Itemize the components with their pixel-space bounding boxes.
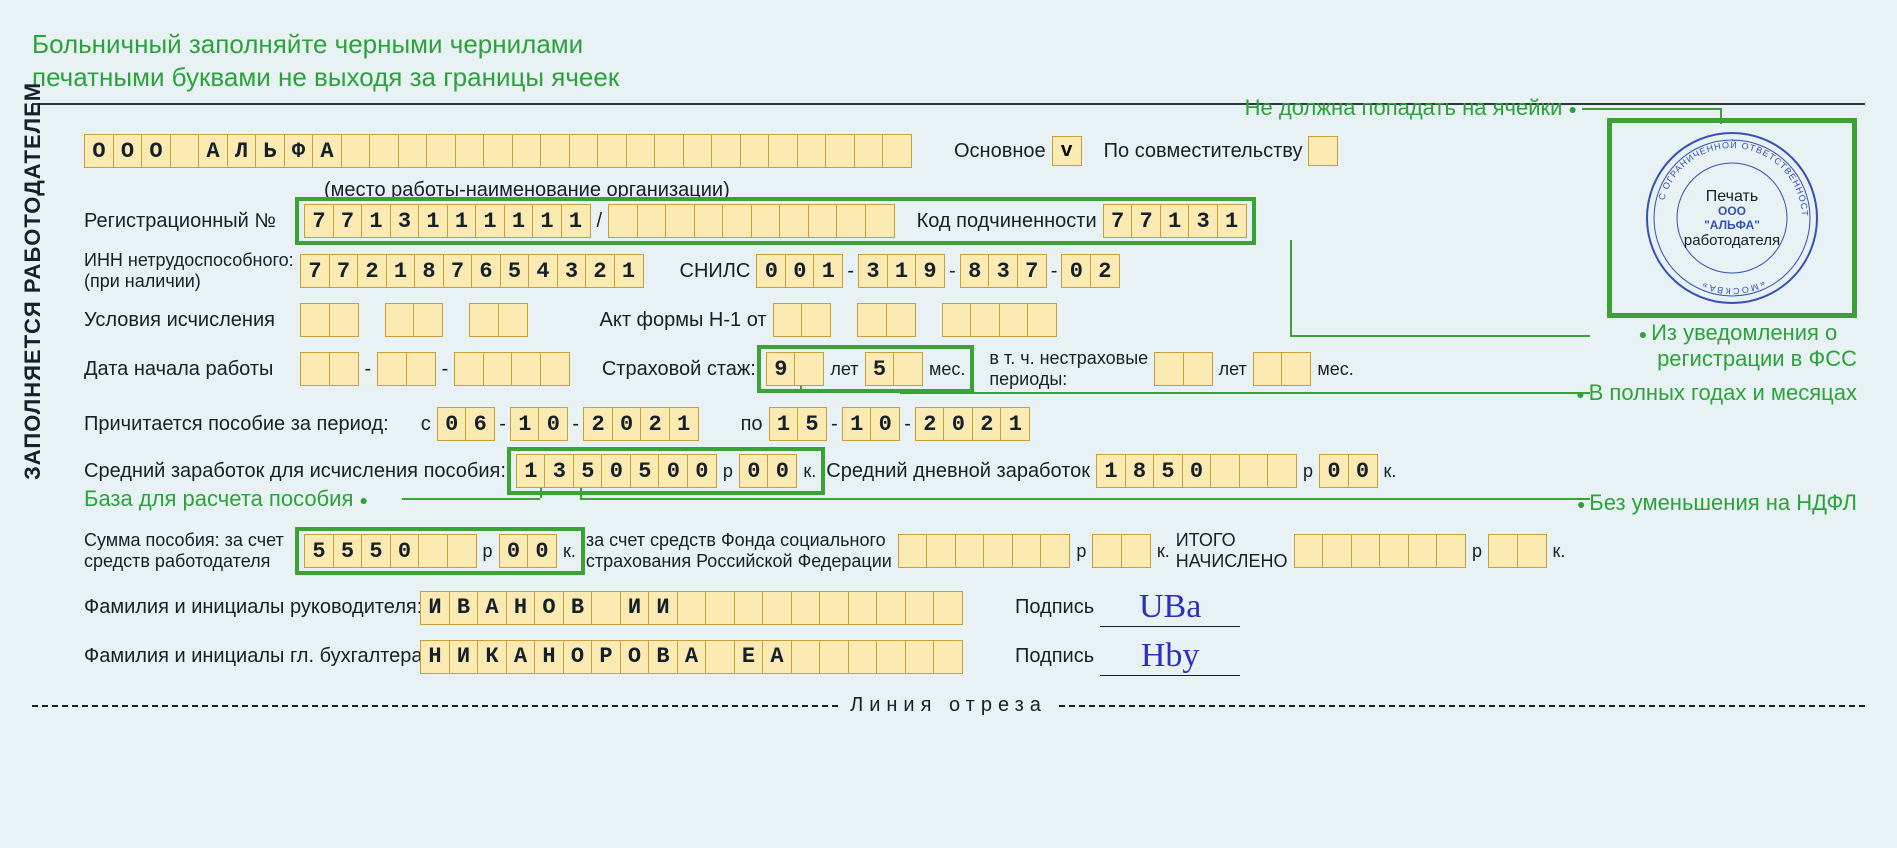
sum-emp-highlight: 5550 р 00 к. — [300, 532, 580, 570]
reg-no-highlight: 7713111111 / Код подчиненности 77131 — [300, 202, 1251, 240]
label-inn-1: ИНН нетрудоспособного: — [84, 250, 294, 270]
cut-line-label: Линия отреза — [850, 694, 1047, 717]
form-page: Больничный заполняйте черными чернилами … — [0, 0, 1897, 848]
reg-ext-cells[interactable] — [608, 204, 895, 238]
daily-kop[interactable]: 00 — [1319, 454, 1378, 488]
act-m[interactable] — [857, 303, 916, 337]
annot-line — [1582, 108, 1722, 110]
row-org-name: ОООАЛЬФА Основное v По совместительству — [84, 133, 1865, 169]
period-from[interactable]: 06-10-2021 — [437, 407, 699, 441]
label-stazh: Страховой стаж: — [602, 358, 756, 381]
row-director: Фамилия и инициалы руководителя: ИВАНОВИ… — [84, 588, 1865, 627]
label-parttime: По совместительству — [1104, 140, 1303, 163]
title-line-2: печатными буквами не выходя за границы я… — [32, 61, 1865, 94]
label-accountant: Фамилия и инициалы гл. бухгалтера: — [84, 645, 414, 668]
label-avg: Средний заработок для исчисления пособия… — [84, 460, 506, 483]
start-m[interactable] — [377, 352, 436, 386]
label-sign-1: Подпись — [1015, 596, 1094, 619]
subord-cells[interactable]: 77131 — [1103, 204, 1247, 238]
label-sum-fss-1: за счет средств Фонда социального — [586, 530, 886, 550]
stazh-years[interactable]: 9 — [766, 352, 825, 386]
director-signature: UBa — [1100, 588, 1240, 627]
accountant-cells[interactable]: НИКАНОРОВАЕА — [420, 640, 963, 674]
avg-kop[interactable]: 00 — [739, 454, 798, 488]
stazh-months[interactable]: 5 — [865, 352, 924, 386]
row-start-stazh: Дата начала работы - - Страховой стаж: 9… — [84, 348, 1865, 390]
label-sum-fss-2: страхования Российской Федерации — [586, 551, 892, 571]
itogo-rub[interactable] — [1294, 534, 1467, 568]
sum-emp-rub[interactable]: 5550 — [304, 534, 477, 568]
nostazh-y[interactable] — [1154, 352, 1213, 386]
side-label: ЗАПОЛНЯЕТСЯ РАБОТОДАТЕЛЕМ — [20, 82, 46, 480]
sum-fss-kop[interactable] — [1092, 534, 1151, 568]
label-reg-no: Регистрационный № — [84, 210, 294, 233]
label-sum-emp-2: средств работодателя — [84, 551, 270, 571]
label-director: Фамилия и инициалы руководителя: — [84, 596, 414, 619]
label-snils: СНИЛС — [680, 260, 751, 283]
avg-rub[interactable]: 1350500 — [516, 454, 717, 488]
row-avg: Средний заработок для исчисления пособия… — [84, 452, 1865, 490]
row-accountant: Фамилия и инициалы гл. бухгалтера: НИКАН… — [84, 637, 1865, 676]
org-name-cells[interactable]: ОООАЛЬФА — [84, 134, 912, 168]
label-itogo-2: НАЧИСЛЕНО — [1176, 551, 1288, 571]
label-sum-emp-1: Сумма пособия: за счет — [84, 530, 284, 550]
label-itogo-1: ИТОГО — [1176, 530, 1236, 550]
row-inn-snils: ИНН нетрудоспособного: (при наличии) 772… — [84, 250, 1865, 292]
director-cells[interactable]: ИВАНОВИИ — [420, 591, 963, 625]
act-y[interactable] — [942, 303, 1058, 337]
act-d[interactable] — [773, 303, 832, 337]
annot-stamp-hint: Не должна попадать на ячейки ● — [1245, 95, 1577, 121]
cond-cells-2[interactable] — [385, 303, 444, 337]
sum-emp-kop[interactable]: 00 — [499, 534, 558, 568]
checkbox-parttime[interactable] — [1308, 136, 1338, 166]
row-period: Причитается пособие за период: с 06-10-2… — [84, 406, 1865, 442]
label-conditions: Условия исчисления — [84, 309, 294, 332]
label-nostazh-2: периоды: — [989, 369, 1067, 389]
label-period: Причитается пособие за период: — [84, 413, 389, 436]
label-nostazh-1: в т. ч. нестраховые — [989, 348, 1148, 368]
period-to[interactable]: 15-10-2021 — [769, 407, 1031, 441]
cond-cells-1[interactable] — [300, 303, 359, 337]
label-sign-2: Подпись — [1015, 645, 1094, 668]
start-d[interactable] — [300, 352, 359, 386]
label-main: Основное — [954, 140, 1046, 163]
label-start-date: Дата начала работы — [84, 358, 294, 381]
org-name-sublabel: (место работы-наименование организации) — [324, 179, 744, 202]
daily-rub[interactable]: 1850 — [1096, 454, 1297, 488]
nostazh-m[interactable] — [1253, 352, 1312, 386]
label-inn-2: (при наличии) — [84, 271, 201, 291]
inn-cells[interactable]: 772187654321 — [300, 254, 644, 288]
start-y[interactable] — [454, 352, 570, 386]
reg-no-cells[interactable]: 7713111111 — [304, 204, 591, 238]
sum-fss-rub[interactable] — [898, 534, 1071, 568]
label-daily: Средний дневной заработок — [826, 460, 1090, 483]
instruction-title: Больничный заполняйте черными чернилами … — [32, 28, 1865, 93]
checkbox-main[interactable]: v — [1052, 136, 1082, 166]
stazh-highlight: 9 лет 5 мес. — [762, 350, 970, 388]
row-sums: Сумма пособия: за счет средств работодат… — [84, 530, 1865, 572]
top-rule — [32, 103, 1865, 105]
itogo-kop[interactable] — [1488, 534, 1547, 568]
accountant-signature: Hby — [1100, 637, 1240, 676]
row-reg-no: Регистрационный № 7713111111 / Код подчи… — [84, 202, 1865, 240]
avg-highlight: 1350500 р 00 к. — [512, 452, 820, 490]
title-line-1: Больничный заполняйте черными чернилами — [32, 28, 1865, 61]
label-subord: Код подчиненности — [917, 210, 1097, 233]
row-conditions: Условия исчисления Акт формы Н-1 от — [84, 302, 1865, 338]
cond-cells-3[interactable] — [469, 303, 528, 337]
form-body: ОООАЛЬФА Основное v По совместительству … — [84, 133, 1865, 676]
snils-cells[interactable]: 001-319-837-02 — [756, 254, 1120, 288]
cut-line: Линия отреза — [32, 694, 1865, 717]
label-act: Акт формы Н-1 от — [600, 309, 767, 332]
